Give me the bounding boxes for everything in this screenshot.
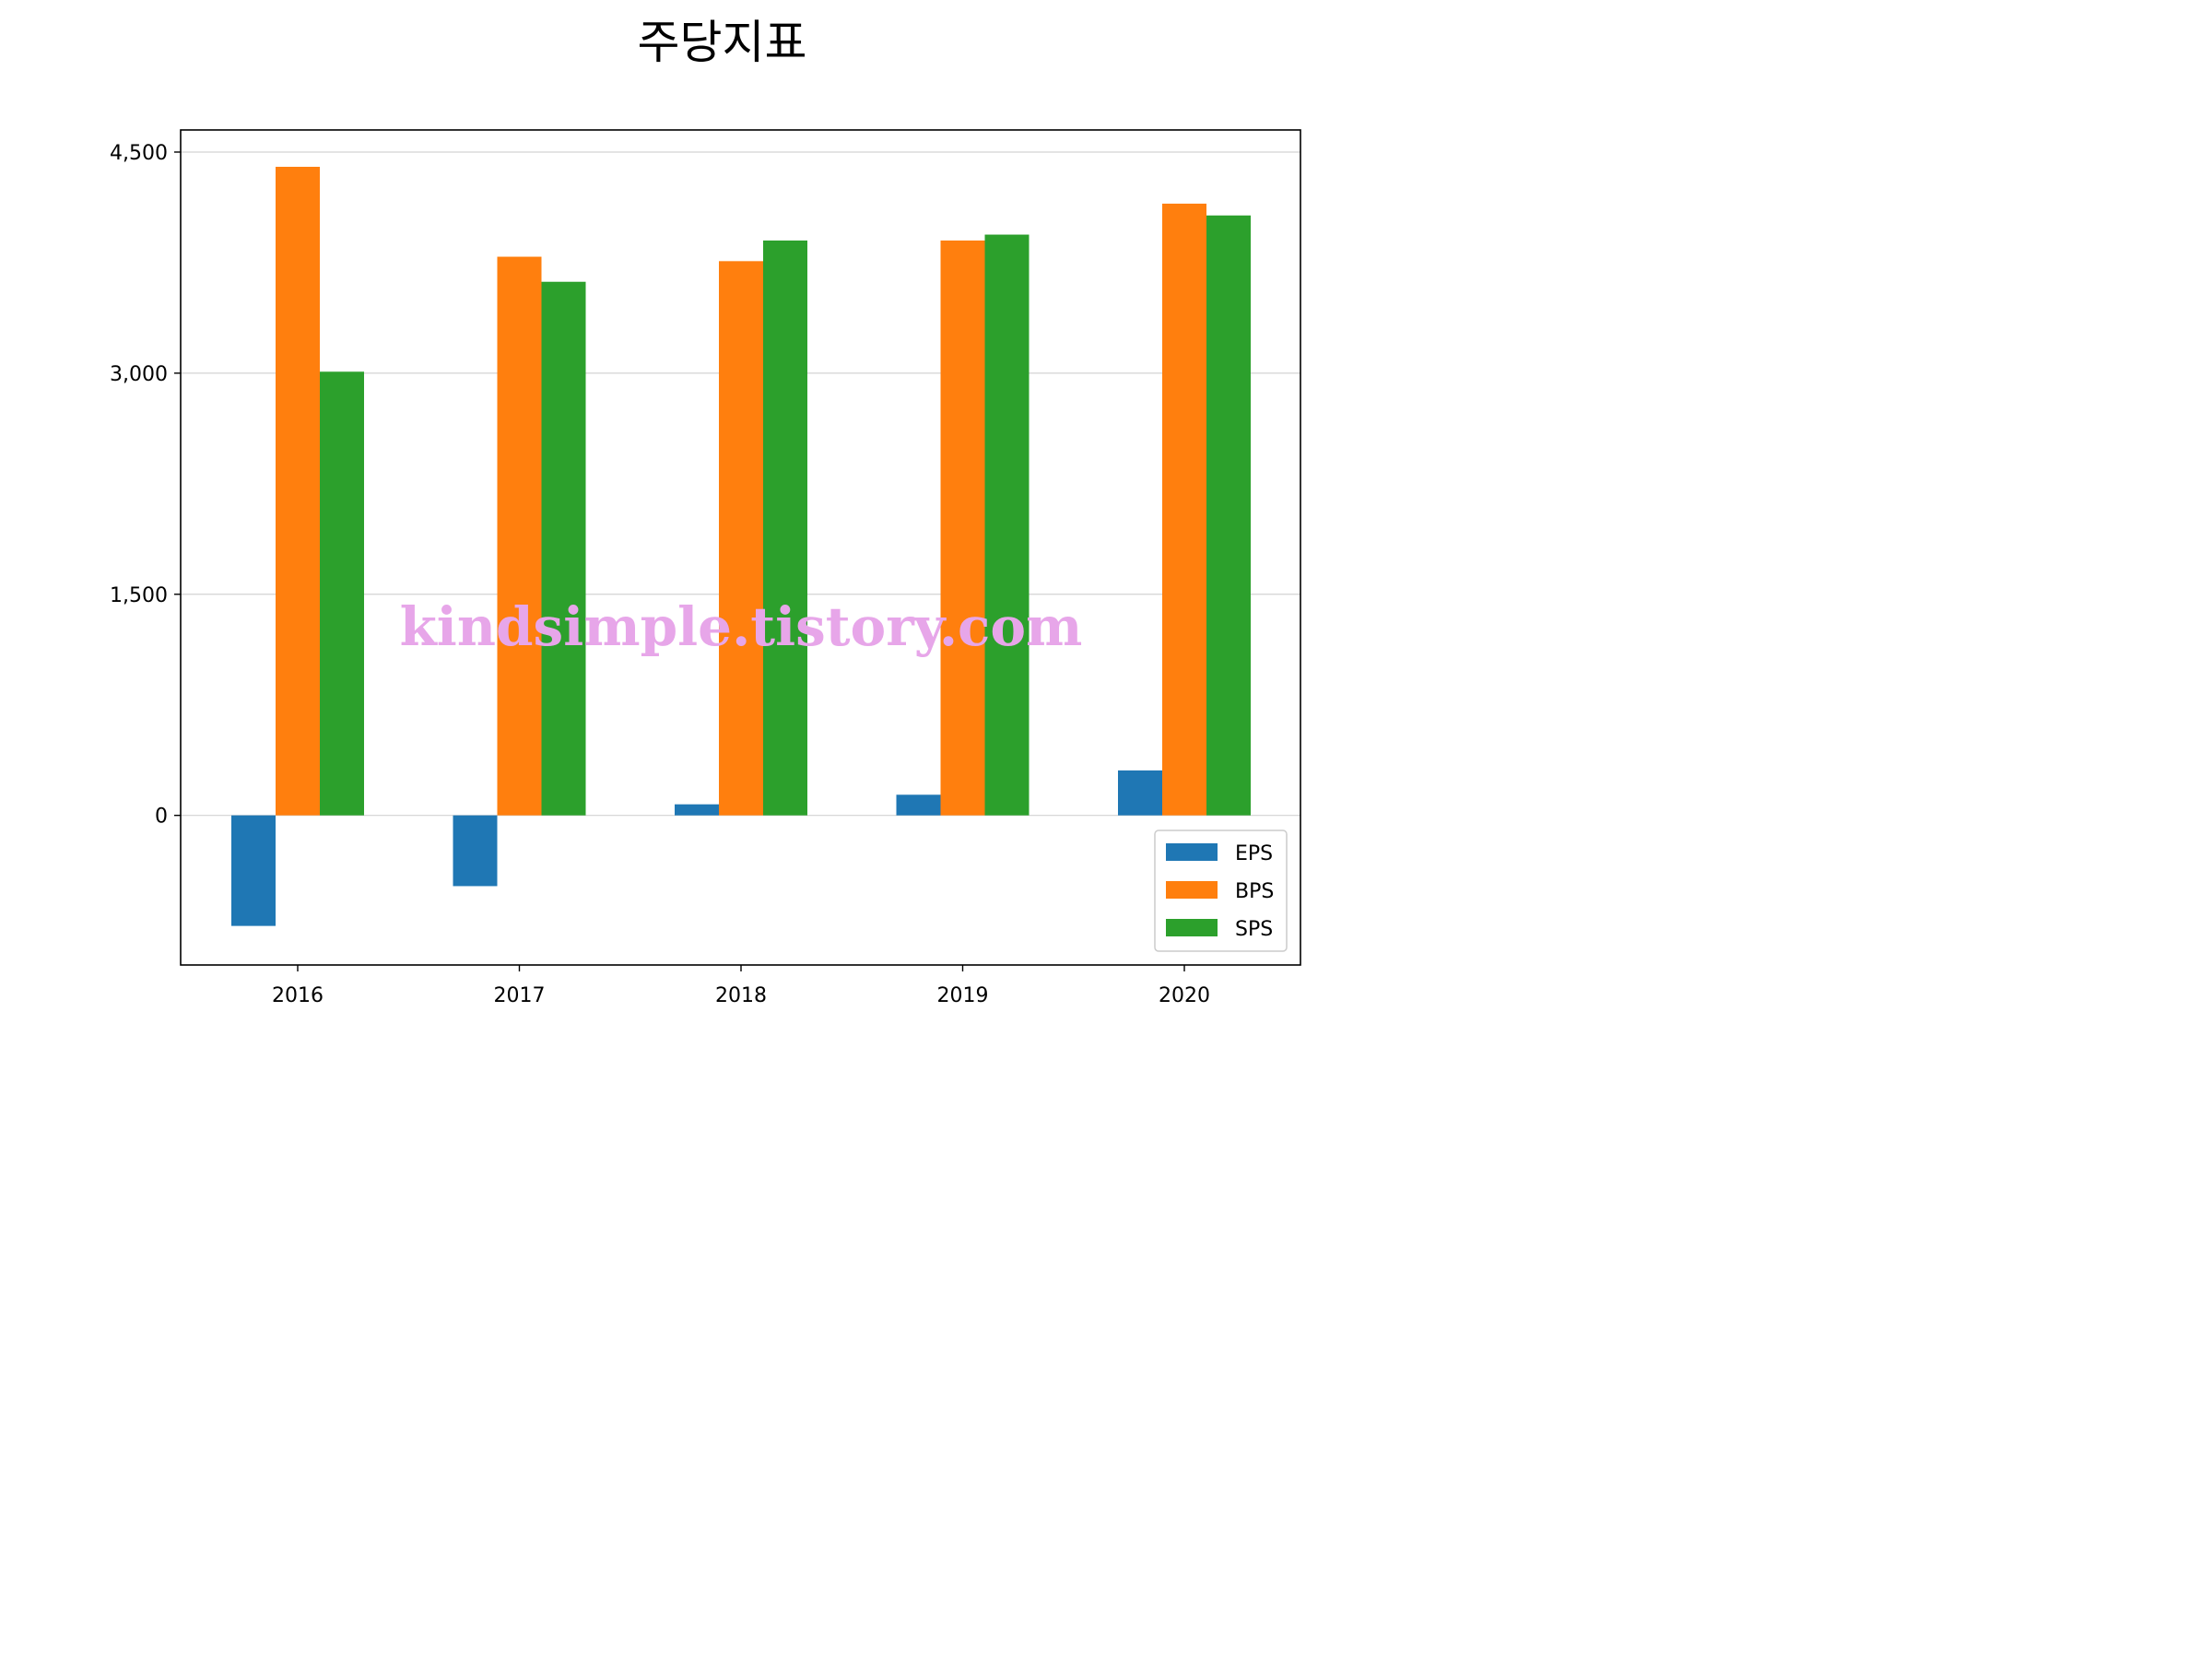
- legend-swatch-sps: [1166, 919, 1218, 936]
- legend: EPS BPS SPS: [1154, 830, 1288, 952]
- bar-sps-2018: [763, 240, 807, 816]
- x-tick-label: 2019: [937, 984, 989, 1007]
- bar-bps-2016: [276, 166, 320, 816]
- legend-label-bps: BPS: [1235, 880, 1274, 903]
- bar-bps-2020: [1162, 203, 1206, 816]
- bar-chart: 0 1,500 3,000 4,500 2016 2017 2018 2019 2020 kin…: [110, 129, 1301, 1007]
- bar-eps-2019: [896, 794, 941, 816]
- bars: [231, 166, 1251, 926]
- bar-sps-2020: [1206, 215, 1251, 816]
- legend-label-sps: SPS: [1235, 918, 1273, 941]
- x-tick-label: 2016: [272, 984, 324, 1007]
- bar-bps-2019: [940, 240, 985, 816]
- bar-sps-2016: [320, 371, 364, 816]
- y-tick-label: 4,500: [110, 142, 168, 165]
- y-tick-label: 0: [155, 806, 168, 829]
- chart-title: 주당지표: [637, 16, 807, 69]
- bar-eps-2017: [453, 815, 498, 887]
- bar-sps-2017: [541, 281, 586, 816]
- bar-bps-2017: [497, 256, 542, 816]
- legend-swatch-eps: [1166, 843, 1218, 861]
- bar-sps-2019: [984, 234, 1030, 816]
- bar-eps-2016: [231, 815, 276, 926]
- x-tick-label: 2018: [715, 984, 767, 1007]
- y-tick-label: 3,000: [110, 363, 168, 386]
- tick-labels: 0 1,500 3,000 4,500 2016 2017 2018 2019 2020: [110, 142, 1210, 1007]
- bar-bps-2018: [719, 261, 763, 816]
- y-tick-label: 1,500: [110, 584, 168, 607]
- axes: [174, 129, 1301, 971]
- x-tick-label: 2017: [494, 984, 546, 1007]
- legend-swatch-bps: [1166, 881, 1218, 899]
- bar-eps-2020: [1118, 770, 1162, 816]
- watermark-text: kindsimple.tistory.com: [400, 595, 1083, 658]
- legend-label-eps: EPS: [1235, 842, 1273, 865]
- x-tick-label: 2020: [1159, 984, 1210, 1007]
- bar-eps-2018: [675, 804, 719, 816]
